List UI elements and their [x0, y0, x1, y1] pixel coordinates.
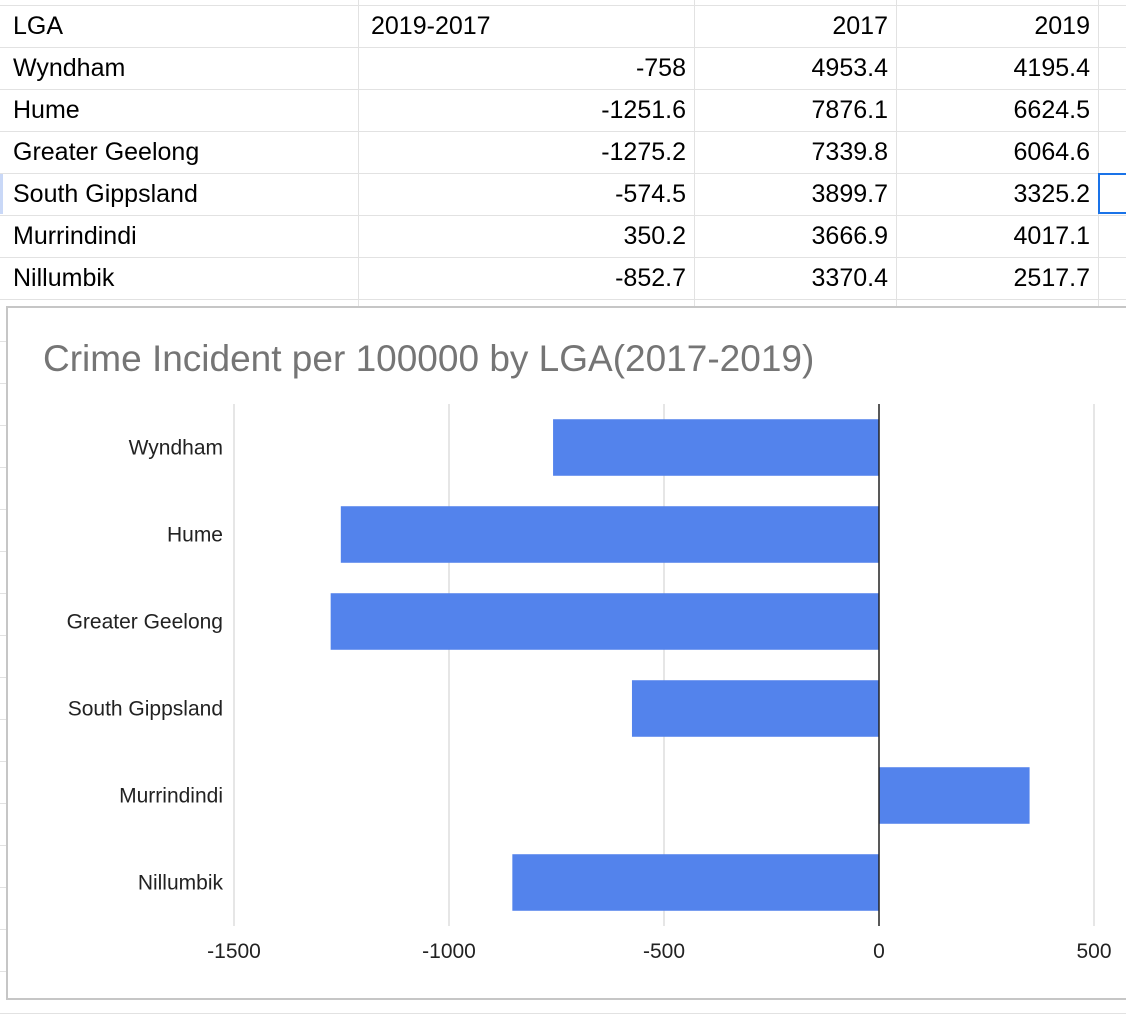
chart-title: Crime Incident per 100000 by LGA(2017-20…: [43, 338, 815, 379]
table-cell[interactable]: South Gippsland: [13, 180, 198, 208]
x-tick-label: 0: [873, 940, 885, 963]
grid-row-line: [0, 257, 1126, 258]
x-tick-label: -500: [643, 940, 685, 963]
grid-row-line: [0, 47, 1126, 48]
grid-row-line: [0, 5, 1126, 6]
table-cell[interactable]: Wyndham: [13, 54, 126, 82]
chart-plot: -1500 -1000 -500 0 500 Wyndham Hume Greater Gee…: [67, 404, 1112, 963]
bar: [340, 506, 879, 563]
grid-row-line: [0, 299, 1126, 300]
table-cell[interactable]: 2517.7: [1013, 264, 1090, 292]
table-cell[interactable]: 6064.6: [1013, 138, 1090, 166]
category-label: Greater Geelong: [67, 611, 223, 634]
table-cell[interactable]: -1251.6: [601, 96, 686, 124]
table-cell[interactable]: Greater Geelong: [13, 138, 200, 166]
selected-row-indicator: [0, 174, 3, 214]
table-cell[interactable]: 3666.9: [811, 222, 888, 250]
table-cell[interactable]: 3370.4: [811, 264, 888, 292]
bar: [330, 593, 879, 650]
header-cell[interactable]: 2019: [1034, 12, 1090, 40]
table-cell[interactable]: 7339.8: [811, 138, 888, 166]
table-cell[interactable]: -852.7: [615, 264, 686, 292]
grid-row-line: [0, 215, 1126, 216]
x-tick-label: -1000: [422, 940, 476, 963]
header-cell[interactable]: 2019-2017: [371, 12, 491, 40]
table-cell[interactable]: -758: [635, 54, 686, 82]
table-cell[interactable]: -574.5: [615, 180, 686, 208]
grid-row-line: [0, 89, 1126, 90]
x-tick-label: -1500: [207, 940, 261, 963]
bar: [553, 419, 879, 476]
category-label: South Gippsland: [68, 698, 223, 721]
category-label: Hume: [167, 524, 223, 547]
table-cell[interactable]: Murrindindi: [13, 222, 137, 250]
table-cell[interactable]: 7876.1: [811, 96, 888, 124]
table-cell[interactable]: Nillumbik: [13, 264, 115, 292]
table-cell[interactable]: 4017.1: [1013, 222, 1090, 250]
bar-chart[interactable]: Crime Incident per 100000 by LGA(2017-20…: [6, 306, 1126, 1000]
table-cell[interactable]: 350.2: [623, 222, 686, 250]
table-cell[interactable]: 6624.5: [1013, 96, 1090, 124]
category-label: Wyndham: [129, 437, 223, 460]
grid-row-line: [0, 131, 1126, 132]
table-cell[interactable]: 3325.2: [1013, 180, 1090, 208]
table-cell[interactable]: Hume: [13, 96, 80, 124]
x-tick-label: 500: [1076, 940, 1111, 963]
header-cell[interactable]: 2017: [832, 12, 888, 40]
table-cell[interactable]: -1275.2: [601, 138, 686, 166]
table-cell[interactable]: 4195.4: [1013, 54, 1090, 82]
table-cell[interactable]: 4953.4: [811, 54, 888, 82]
grid-row-line: [0, 173, 1126, 174]
category-label: Nillumbik: [138, 872, 224, 895]
table-cell[interactable]: 3899.7: [811, 180, 888, 208]
category-label: Murrindindi: [119, 785, 223, 808]
bar: [631, 680, 879, 737]
bar: [512, 854, 879, 911]
selected-cell[interactable]: [1098, 173, 1126, 214]
header-cell[interactable]: LGA: [13, 12, 64, 40]
bar: [879, 767, 1030, 824]
